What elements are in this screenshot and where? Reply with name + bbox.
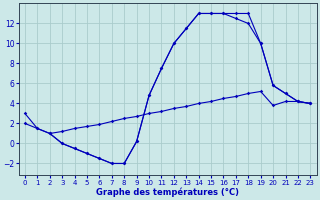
X-axis label: Graphe des températures (°C): Graphe des températures (°C) [96,187,239,197]
